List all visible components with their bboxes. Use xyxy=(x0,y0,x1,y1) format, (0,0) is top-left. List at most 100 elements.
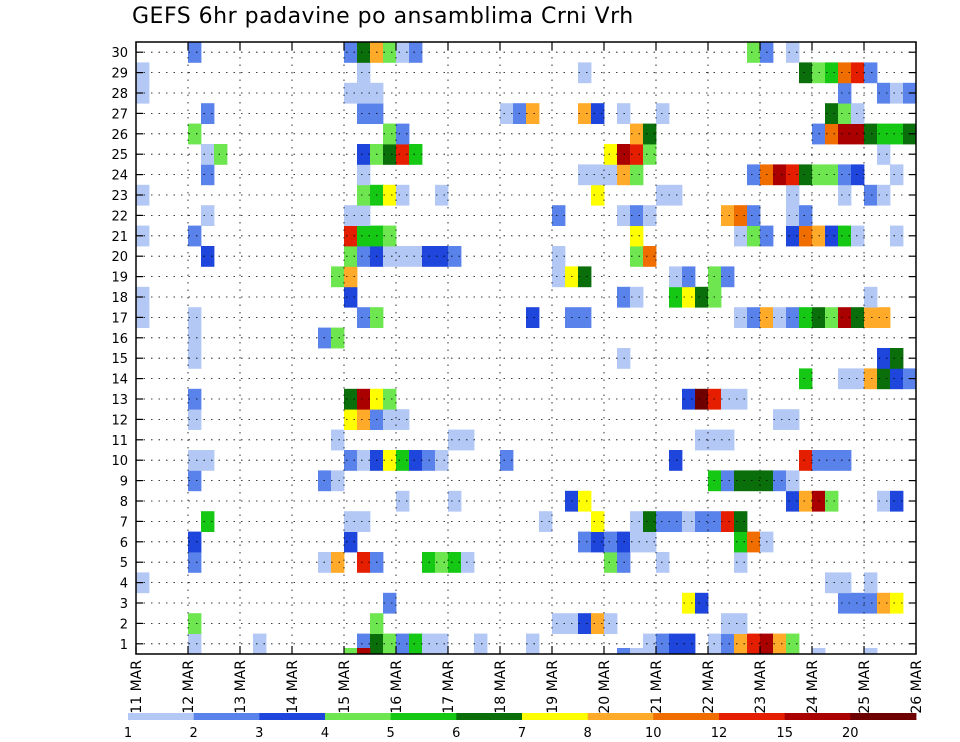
heatmap-cell xyxy=(344,286,358,308)
y-tick-label: 2 xyxy=(120,617,128,632)
heatmap-cell xyxy=(734,531,748,553)
heatmap-cell xyxy=(682,286,696,308)
heatmap-cell xyxy=(448,429,462,451)
heatmap-cell xyxy=(552,246,566,267)
heatmap-cell xyxy=(669,511,683,532)
heatmap-cell xyxy=(812,648,826,654)
heatmap-cell xyxy=(396,490,410,512)
heatmap-cell xyxy=(344,266,358,288)
heatmap-cell xyxy=(838,62,852,84)
x-tick-label: 19 MAR xyxy=(545,660,561,714)
heatmap-cell xyxy=(435,633,449,655)
heatmap-cell xyxy=(188,531,202,553)
heatmap-cell xyxy=(214,144,228,165)
heatmap-cell xyxy=(396,633,410,655)
heatmap-cell xyxy=(357,648,371,654)
x-tick-label: 15 MAR xyxy=(337,660,353,714)
y-tick-label: 14 xyxy=(111,373,128,388)
heatmap-cell xyxy=(591,103,605,124)
x-tick-label: 21 MAR xyxy=(649,660,665,714)
heatmap-cell xyxy=(201,246,215,267)
heatmap-cell xyxy=(396,123,410,145)
y-tick-label: 30 xyxy=(111,46,128,61)
heatmap-cell xyxy=(630,144,644,165)
legend-swatch xyxy=(128,713,195,720)
heatmap-cell xyxy=(344,205,358,226)
heatmap-cell xyxy=(734,225,748,247)
heatmap-cell xyxy=(682,266,696,288)
heatmap-cell xyxy=(799,225,813,247)
y-tick-label: 6 xyxy=(120,536,128,551)
heatmap-cell xyxy=(734,633,748,655)
heatmap-cell xyxy=(188,613,202,634)
y-tick-label: 22 xyxy=(111,209,128,224)
heatmap-cell xyxy=(604,144,618,165)
y-tick-label: 12 xyxy=(111,413,128,428)
heatmap-cell xyxy=(877,368,891,390)
heatmap-cell xyxy=(591,531,605,553)
heatmap-cell xyxy=(526,103,540,124)
heatmap-cell xyxy=(669,633,683,655)
y-tick-label: 11 xyxy=(111,434,128,449)
legend-label: 12 xyxy=(711,726,728,741)
heatmap-cell xyxy=(643,144,657,165)
y-tick-label: 27 xyxy=(111,107,128,122)
y-tick-label: 28 xyxy=(111,87,128,102)
y-tick-label: 5 xyxy=(120,556,128,571)
heatmap-cell xyxy=(825,490,839,512)
y-tick-label: 4 xyxy=(120,577,128,592)
heatmap-cell xyxy=(890,592,904,614)
y-tick-label: 24 xyxy=(111,169,128,184)
heatmap-cell xyxy=(357,42,371,63)
heatmap-cell xyxy=(435,552,449,573)
heatmap-cell xyxy=(890,164,904,186)
heatmap-cell xyxy=(604,164,618,186)
heatmap-cell xyxy=(825,225,839,247)
heatmap-cell xyxy=(864,286,878,308)
heatmap-cell xyxy=(591,613,605,634)
heatmap-cell xyxy=(877,307,891,328)
heatmap-cell xyxy=(331,266,345,288)
heatmap-cell xyxy=(877,123,891,145)
heatmap-cell xyxy=(669,450,683,471)
heatmap-cell xyxy=(786,225,800,247)
heatmap-cell xyxy=(799,368,813,390)
heatmap-cell xyxy=(838,225,852,247)
heatmap-cell xyxy=(188,470,202,492)
heatmap-cell xyxy=(383,184,397,206)
heatmap-cell xyxy=(630,123,644,145)
heatmap-cell xyxy=(188,409,202,430)
heatmap-cell xyxy=(838,123,852,145)
heatmap-cell xyxy=(734,470,748,492)
legend-swatch xyxy=(259,713,326,720)
x-tick-label: 22 MAR xyxy=(701,660,717,714)
heatmap-cells xyxy=(136,42,917,655)
heatmap-cell xyxy=(773,307,787,328)
heatmap-cell xyxy=(851,164,865,186)
heatmap-cell xyxy=(890,348,904,369)
heatmap-cell xyxy=(890,123,904,145)
heatmap-cell xyxy=(578,613,592,634)
heatmap-cell xyxy=(396,450,410,471)
heatmap-cell xyxy=(188,633,202,655)
legend-swatch xyxy=(719,713,786,720)
heatmap-cell xyxy=(344,42,358,63)
heatmap-cell xyxy=(396,246,410,267)
heatmap-cell xyxy=(864,368,878,390)
heatmap-cell xyxy=(591,511,605,532)
heatmap-cell xyxy=(682,592,696,614)
heatmap-cell xyxy=(357,450,371,471)
y-tick-label: 3 xyxy=(120,597,128,612)
heatmap-cell xyxy=(656,184,670,206)
y-tick-label: 18 xyxy=(111,291,128,306)
color-legend: 1 2 3 4 5 6 7 8 10 12 15 20 xyxy=(124,713,917,741)
legend-label: 15 xyxy=(776,726,793,741)
heatmap-cell xyxy=(344,409,358,430)
heatmap-cell xyxy=(838,82,852,104)
heatmap-cell xyxy=(773,164,787,186)
heatmap-cell xyxy=(331,327,345,349)
legend-swatch xyxy=(653,713,720,720)
heatmap-cell xyxy=(721,429,735,451)
y-tick-label: 17 xyxy=(111,311,128,326)
heatmap-cell xyxy=(734,552,748,573)
